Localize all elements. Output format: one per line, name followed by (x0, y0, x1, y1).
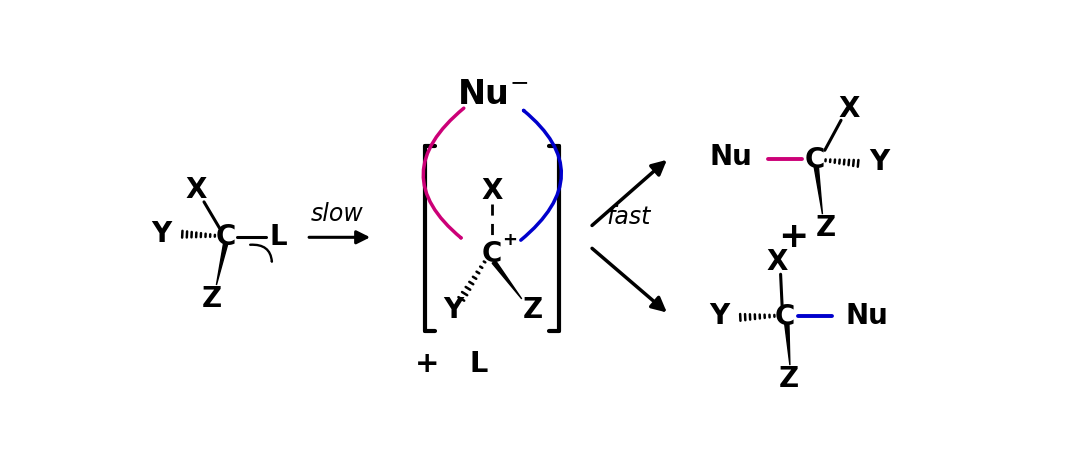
Text: L: L (270, 223, 287, 251)
Text: Nu: Nu (710, 143, 753, 171)
Text: C: C (216, 223, 236, 251)
Text: Y: Y (444, 296, 464, 324)
Text: fast: fast (607, 205, 651, 229)
Polygon shape (216, 243, 228, 285)
Text: +: + (778, 220, 809, 254)
Text: +: + (502, 231, 517, 249)
Text: C: C (775, 303, 796, 331)
Text: X: X (767, 248, 788, 276)
Text: slow: slow (311, 202, 364, 226)
Text: Y: Y (709, 302, 729, 330)
Text: Z: Z (523, 296, 542, 324)
Text: Y: Y (151, 220, 172, 248)
Text: Z: Z (202, 285, 222, 313)
Text: C: C (482, 240, 503, 268)
FancyArrowPatch shape (423, 108, 464, 238)
FancyArrowPatch shape (250, 245, 272, 261)
Text: C: C (804, 146, 825, 174)
Text: Nu: Nu (845, 302, 888, 330)
Text: X: X (838, 96, 859, 123)
Text: X: X (186, 176, 207, 204)
Polygon shape (785, 323, 789, 365)
Text: Nu$^{-}$: Nu$^{-}$ (456, 78, 528, 110)
Text: Z: Z (779, 365, 798, 393)
Text: Y: Y (869, 148, 889, 176)
Text: X: X (481, 177, 503, 205)
Text: Z: Z (815, 214, 836, 242)
FancyArrowPatch shape (521, 110, 562, 240)
Text: +   L: + L (416, 349, 489, 377)
Polygon shape (492, 261, 522, 299)
Polygon shape (814, 166, 823, 214)
